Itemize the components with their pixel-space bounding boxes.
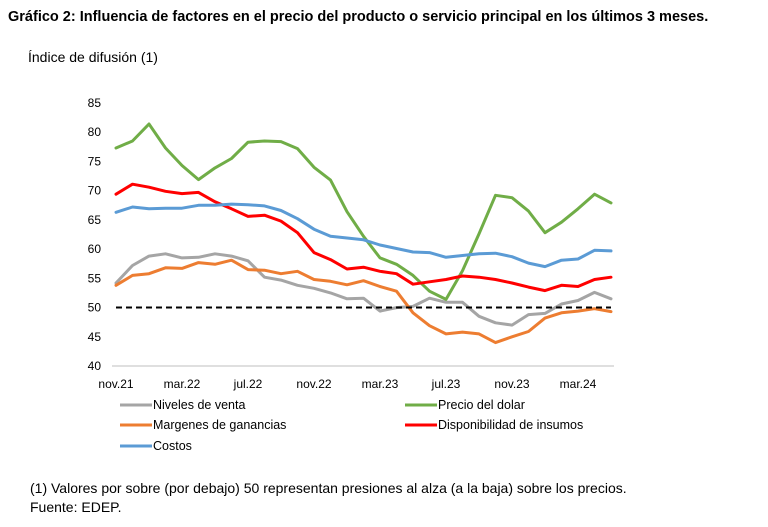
x-tick-label: mar.23 — [362, 377, 399, 391]
footnote: (1) Valores por sobre (por debajo) 50 re… — [30, 480, 627, 496]
x-tick-label: nov.23 — [494, 377, 529, 391]
y-tick-label: 80 — [88, 125, 102, 139]
y-tick-label: 70 — [88, 184, 102, 198]
x-tick-label: mar.22 — [164, 377, 201, 391]
series-line — [114, 202, 613, 269]
chart-title: Gráfico 2: Influencia de factores en el … — [8, 9, 709, 25]
chart-subtitle: Índice de difusión (1) — [28, 49, 158, 65]
series-line — [114, 182, 613, 293]
y-tick-label: 60 — [88, 242, 102, 256]
x-tick-label: mar.24 — [560, 377, 597, 391]
x-tick-label: jul.23 — [431, 377, 461, 391]
y-tick-label: 65 — [88, 213, 102, 227]
y-tick-label: 40 — [88, 359, 102, 373]
series-line — [114, 258, 613, 345]
source-note: Fuente: EDEP. — [30, 499, 122, 515]
x-tick-label: nov.22 — [296, 377, 331, 391]
legend-label: Precio del dolar — [438, 398, 525, 412]
line-chart: 40 45 50 55 60 65 70 75 80 85 nov.21 mar.22 jul.22 no… — [88, 96, 614, 453]
series-line — [114, 122, 613, 301]
legend-label: Margenes de ganancias — [153, 418, 286, 432]
series-line — [114, 252, 613, 327]
x-tick-label: nov.21 — [98, 377, 133, 391]
y-tick-label: 55 — [88, 271, 102, 285]
x-tick-label: jul.22 — [233, 377, 263, 391]
legend-label: Niveles de venta — [153, 398, 245, 412]
legend-label: Disponibilidad de insumos — [438, 418, 583, 432]
y-tick-label: 85 — [88, 96, 102, 110]
y-tick-label: 50 — [88, 301, 102, 315]
legend-label: Costos — [153, 439, 192, 453]
y-tick-label: 75 — [88, 154, 102, 168]
y-tick-label: 45 — [88, 330, 102, 344]
